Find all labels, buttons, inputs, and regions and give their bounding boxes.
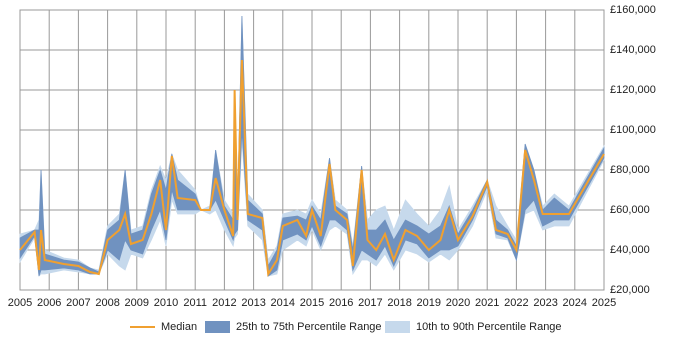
- x-tick-label: 2023: [533, 297, 557, 309]
- x-tick-label: 2007: [66, 297, 90, 309]
- legend-swatch: [385, 321, 410, 333]
- x-tick-label: 2024: [563, 297, 587, 309]
- x-tick-label: 2019: [417, 297, 441, 309]
- legend-swatch: [205, 321, 230, 333]
- y-tick-label: £80,000: [610, 164, 650, 176]
- y-tick-label: £20,000: [610, 284, 650, 296]
- x-tick-label: 2006: [37, 297, 61, 309]
- y-tick-label: £100,000: [610, 124, 656, 136]
- median-line: [19, 59, 605, 277]
- y-tick-label: £140,000: [610, 44, 656, 56]
- x-tick-label: 2005: [8, 297, 32, 309]
- legend-label: 25th to 75th Percentile Range: [236, 321, 382, 333]
- x-tick-label: 2011: [183, 297, 207, 309]
- y-tick-label: £60,000: [610, 204, 650, 216]
- x-tick-label: 2013: [241, 297, 265, 309]
- y-tick-label: £120,000: [610, 84, 656, 96]
- x-tick-label: 2018: [387, 297, 411, 309]
- x-tick-label: 2020: [446, 297, 470, 309]
- x-tick-label: 2010: [154, 297, 178, 309]
- x-tick-label: 2021: [475, 297, 499, 309]
- legend-label: 10th to 90th Percentile Range: [416, 321, 562, 333]
- x-tick-label: 2008: [95, 297, 119, 309]
- y-tick-label: £40,000: [610, 244, 650, 256]
- x-tick-label: 2025: [592, 297, 616, 309]
- x-tick-label: 2017: [358, 297, 382, 309]
- x-tick-label: 2012: [212, 297, 236, 309]
- x-tick-label: 2015: [300, 297, 324, 309]
- x-tick-label: 2016: [329, 297, 353, 309]
- x-tick-label: 2009: [125, 297, 149, 309]
- y-tick-label: £160,000: [610, 4, 656, 16]
- x-tick-label: 2014: [271, 297, 295, 309]
- legend-label: Median: [161, 321, 197, 333]
- x-tick-label: 2022: [504, 297, 528, 309]
